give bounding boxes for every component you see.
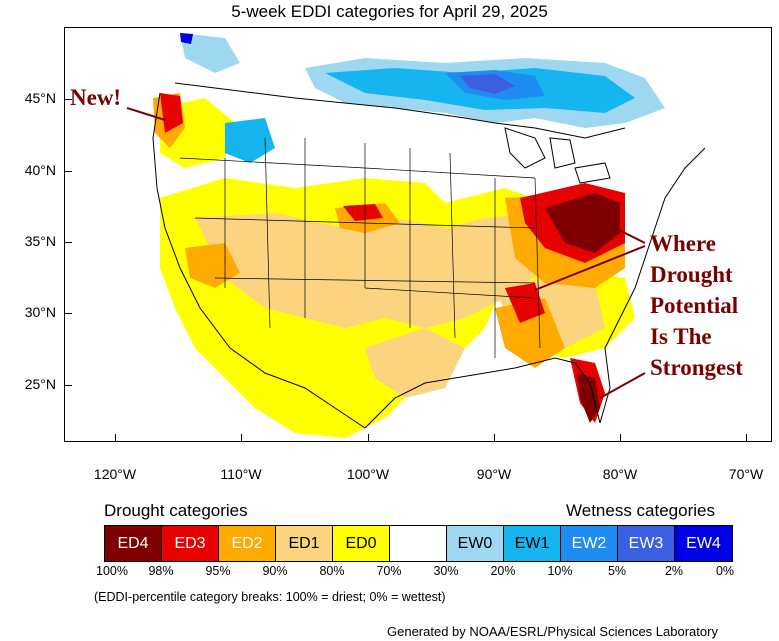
annotation-strong-2: Drought	[650, 262, 733, 287]
y-tick-40	[64, 171, 72, 172]
legend-percent-label: 100%	[96, 564, 128, 578]
credit-line: Generated by NOAA/ESRL/Physical Sciences…	[387, 624, 718, 639]
boundaries	[152, 82, 706, 429]
ew3-region-north	[460, 74, 515, 94]
arrow-strong-3	[599, 372, 646, 399]
x-tick-label-110w: 110°W	[220, 466, 262, 482]
category-fills	[153, 33, 665, 438]
canada-border	[174, 82, 626, 139]
ed2-region-southwest	[185, 243, 240, 288]
x-tick-label-100w: 100°W	[346, 466, 390, 482]
state-lines	[179, 137, 541, 358]
annotation-arrows	[126, 107, 646, 399]
map-canvas	[126, 33, 706, 438]
arrow-strong-1	[604, 222, 646, 244]
eddi-map	[64, 27, 772, 442]
ew4-region-northwest	[180, 33, 193, 44]
legend-cell-neutral	[390, 526, 447, 561]
x-tick-70w	[746, 434, 747, 442]
legend-percent-label: 80%	[319, 564, 345, 578]
legend-cell-ed3: ED3	[162, 526, 219, 561]
ed3-region-northwest	[160, 93, 183, 133]
y-tick-25	[64, 385, 72, 386]
legend-percent-label: 0%	[715, 564, 735, 578]
ed3-region-plains	[343, 204, 383, 221]
legend-percent-label: 95%	[205, 564, 231, 578]
legend-cell-ew2: EW2	[561, 526, 618, 561]
y-tick-45	[64, 99, 72, 100]
ew1-region-montana	[225, 118, 275, 163]
ed4-region-east	[545, 193, 620, 253]
x-tick-80w	[620, 434, 621, 442]
great-lakes	[504, 127, 611, 184]
legend-cell-ed0: ED0	[333, 526, 390, 561]
legend-percent-label: 98%	[148, 564, 174, 578]
legend-cell-ew4: EW4	[675, 526, 732, 561]
y-tick-35	[64, 242, 72, 243]
ed3-region-southeast	[505, 283, 545, 323]
x-tick-100w	[368, 434, 369, 442]
legend-colorbar: ED4 ED3 ED2 ED1 ED0 EW0 EW1 EW2 EW3 EW4	[104, 525, 733, 562]
legend-cell-ew3: EW3	[618, 526, 675, 561]
x-tick-label-90w: 90°W	[476, 466, 512, 482]
legend-cell-ed1: ED1	[276, 526, 333, 561]
arrow-strong-2	[534, 245, 646, 291]
legend-wetness-title: Wetness categories	[566, 501, 715, 520]
map-title: 5-week EDDI categories for April 29, 202…	[231, 2, 548, 21]
ed1-region-plains	[195, 213, 565, 328]
legend-cell-ew0: EW0	[447, 526, 504, 561]
legend-percent-label: 20%	[490, 564, 516, 578]
x-tick-90w	[494, 434, 495, 442]
y-tick-label-45: 45°N	[24, 90, 56, 106]
legend-percent-label: 30%	[433, 564, 459, 578]
x-tick-label-120w: 120°W	[93, 466, 137, 482]
legend-cell-ew1: EW1	[504, 526, 561, 561]
ed2-region-gulf	[495, 298, 565, 368]
legend-drought-title: Drought categories	[104, 501, 248, 520]
legend-percent-label: 70%	[376, 564, 402, 578]
x-tick-110w	[241, 434, 242, 442]
x-tick-label-70w: 70°W	[728, 466, 764, 482]
annotation-new: New!	[70, 85, 122, 110]
legend-percent-label: 5%	[607, 564, 627, 578]
x-tick-label-80w: 80°W	[602, 466, 638, 482]
annotation-strong-3: Potential	[650, 293, 739, 318]
legend-percent-label: 2%	[664, 564, 684, 578]
legend-note: (EDDI-percentile category breaks: 100% =…	[94, 590, 446, 604]
annotation-strong-1: Where	[650, 231, 717, 256]
legend-cell-ed4: ED4	[105, 526, 162, 561]
y-tick-30	[64, 313, 72, 314]
annotation-strong-5: Strongest	[650, 355, 743, 380]
us-outline	[152, 92, 706, 429]
x-tick-120w	[115, 434, 116, 442]
ew0-region-northwest	[180, 33, 240, 73]
y-tick-label-30: 30°N	[24, 304, 56, 320]
ed4-region-florida	[577, 373, 600, 423]
y-tick-label-25: 25°N	[24, 376, 56, 392]
legend-percent-label: 90%	[262, 564, 288, 578]
y-tick-label-40: 40°N	[24, 162, 56, 178]
annotation-strong-4: Is The	[650, 324, 712, 349]
legend-percent-label: 10%	[547, 564, 573, 578]
arrow-new	[126, 107, 166, 121]
legend-cell-ed2: ED2	[219, 526, 276, 561]
y-tick-label-35: 35°N	[24, 233, 56, 249]
